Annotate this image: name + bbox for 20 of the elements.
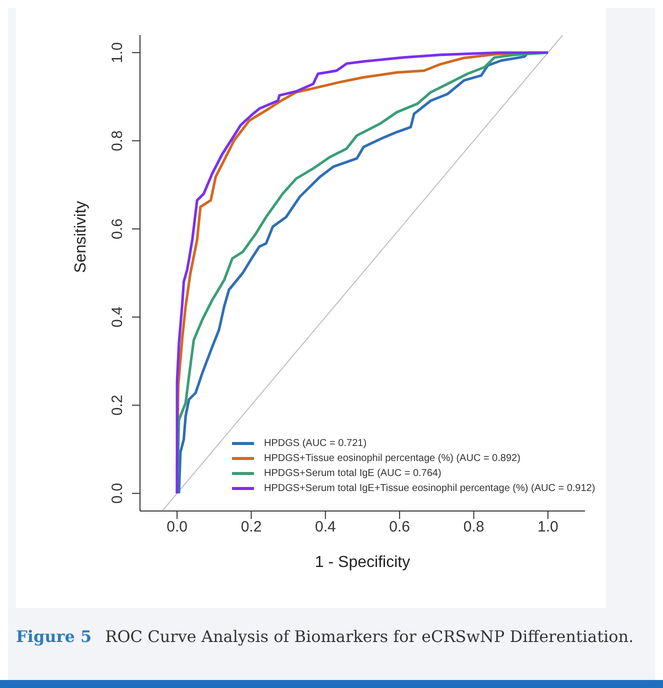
legend-label: HPDGS (AUC = 0.721) — [264, 437, 367, 451]
legend-label: HPDGS+Serum total IgE (AUC = 0.764) — [264, 467, 442, 481]
text: ROC Curve Analysis of Biomarkers for eCRSwNP Differentiation. — [105, 627, 634, 646]
caption: Figure 5 — [16, 627, 93, 646]
x-tick-label: 0.2 — [240, 518, 262, 536]
y-tick-label: 0.8 — [109, 130, 126, 152]
y-tick-label: 1.0 — [109, 42, 126, 64]
legend-label: HPDGS+Tissue eosinophil percentage (%) (AUC = 0.892) — [264, 452, 520, 466]
y-tick-label: 0.0 — [109, 482, 126, 504]
x-axis-title: 1 - Specificity — [314, 554, 410, 571]
y-tick-label: 0.6 — [109, 218, 126, 240]
legend-label: HPDGS+Serum total IgE+Tissue eosinophil percentage (%) (AUC = 0.912) — [264, 482, 596, 496]
y-tick-label: 0.4 — [109, 306, 126, 328]
y-axis-title: Sensitivity — [72, 200, 90, 273]
x-tick-label: 0.0 — [166, 518, 188, 536]
x-tick-label: 0.8 — [463, 518, 484, 536]
x-tick-label: 0.4 — [314, 518, 336, 536]
x-tick-label: 1.0 — [537, 518, 558, 536]
y-tick-label: 0.2 — [109, 394, 126, 416]
x-tick-label: 0.6 — [389, 518, 410, 536]
